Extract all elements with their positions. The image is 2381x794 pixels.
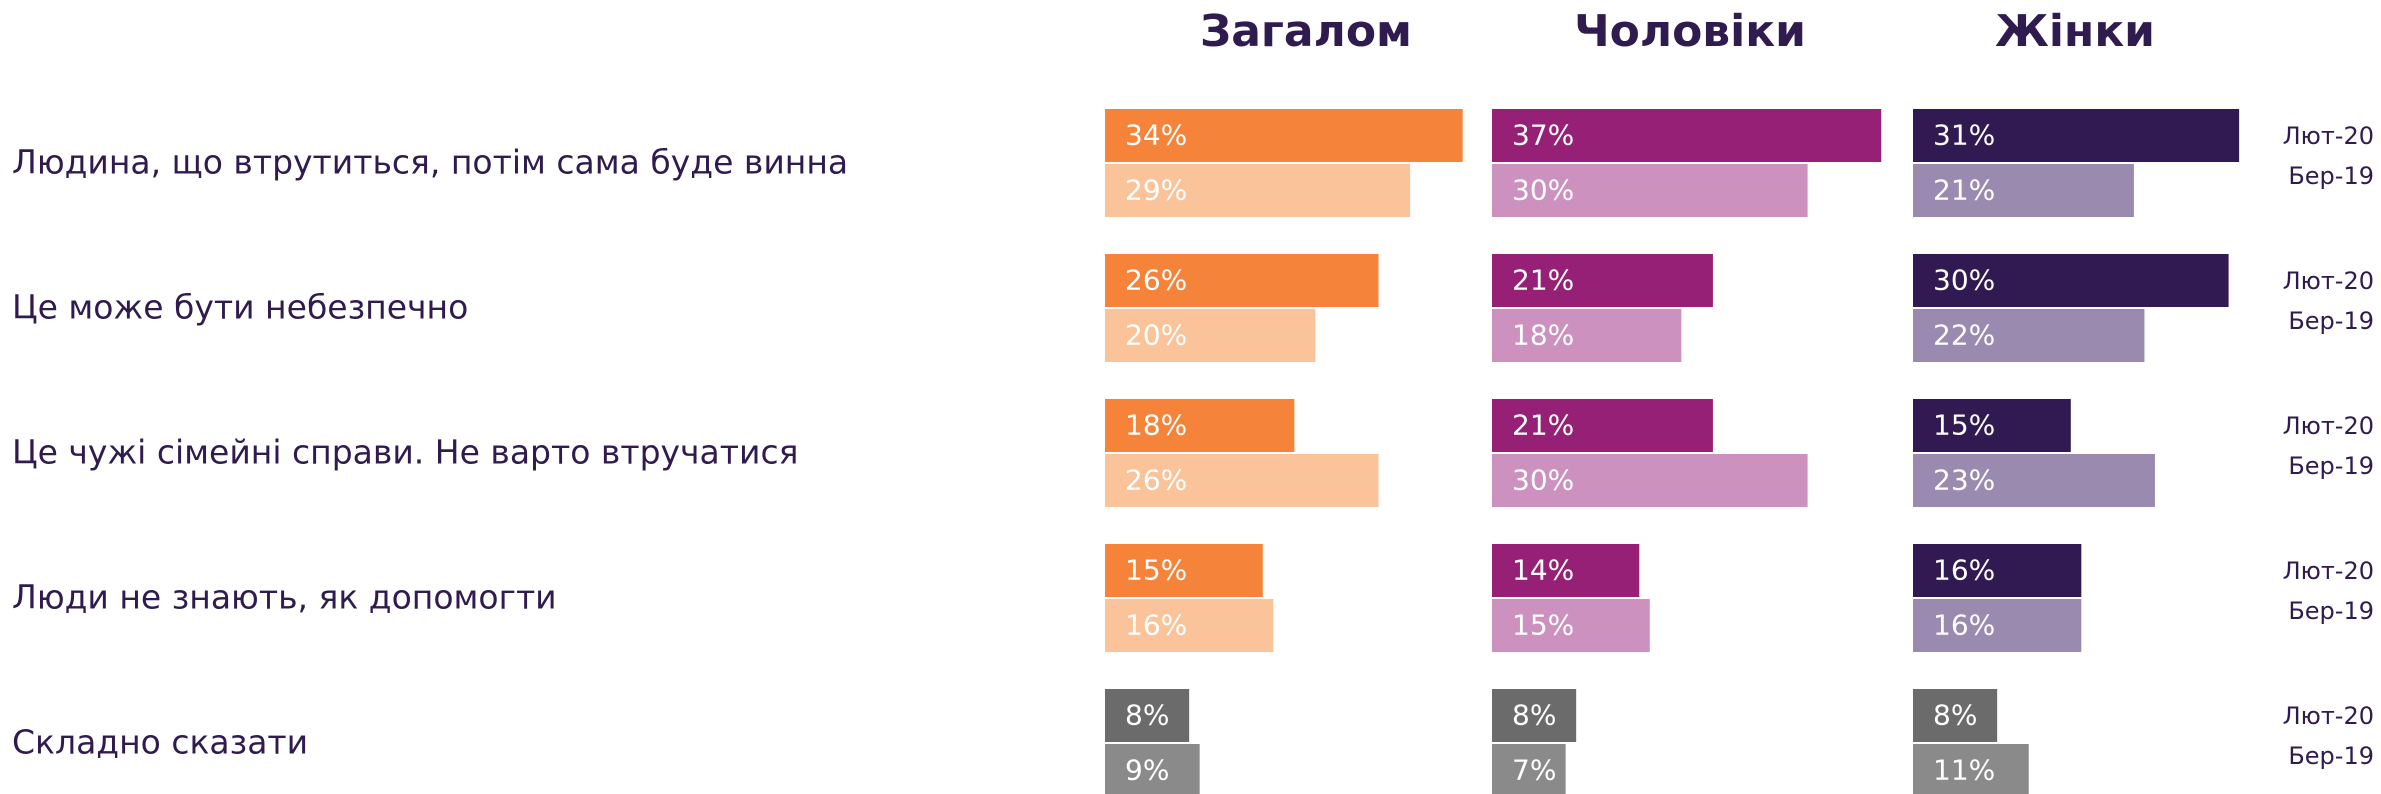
bar [1492,109,1882,162]
value-label: 7% [1512,754,1556,787]
bar [1913,744,2029,794]
bar [1492,399,1713,452]
bar [1105,544,1263,597]
value-label: 20% [1125,319,1187,352]
bar [1913,689,1998,742]
value-label: 18% [1125,409,1187,442]
panel-title: Загалом [1200,6,1412,57]
value-label: 9% [1125,754,1169,787]
value-label: 23% [1933,464,1995,497]
value-label: 37% [1512,119,1574,152]
bar [1105,109,1463,162]
bar [1913,399,2071,452]
value-label: 21% [1512,409,1574,442]
value-label: 21% [1933,174,1995,207]
bar [1105,254,1379,307]
value-label: 11% [1933,754,1995,787]
legend-label: Бер-19 [2288,742,2374,770]
value-label: 26% [1125,464,1187,497]
legend-label: Бер-19 [2288,597,2374,625]
legend-label: Лют-20 [2283,122,2374,150]
bar [1105,454,1379,507]
bar [1913,164,2134,217]
value-label: 8% [1512,699,1556,732]
value-label: 29% [1125,174,1187,207]
value-label: 30% [1512,464,1574,497]
legend-label: Бер-19 [2288,307,2374,335]
legend-label: Бер-19 [2288,162,2374,190]
value-label: 16% [1125,609,1187,642]
value-label: 18% [1512,319,1574,352]
bar [1492,309,1682,362]
bar [1913,599,2082,652]
panel-title: Жінки [1995,6,2155,57]
bar [1105,164,1411,217]
value-label: 15% [1125,554,1187,587]
bar [1913,309,2145,362]
value-label: 15% [1512,609,1574,642]
bar [1492,689,1577,742]
bar [1913,454,2155,507]
value-label: 31% [1933,119,1995,152]
bar [1492,744,1566,794]
bar [1492,454,1808,507]
bar [1492,599,1650,652]
panel-title: Чоловіки [1574,6,1806,57]
bar [1105,399,1295,452]
category-label: Це чужі сімейні справи. Не варто втручат… [12,433,798,472]
value-label: 16% [1933,609,1995,642]
category-label: Люди не знають, як допомогти [12,578,557,617]
legend-label: Лют-20 [2283,557,2374,585]
value-label: 34% [1125,119,1187,152]
bar [1105,689,1190,742]
category-label: Це може бути небезпечно [12,288,468,327]
legend-label: Лют-20 [2283,267,2374,295]
legend-label: Бер-19 [2288,452,2374,480]
bar [1105,599,1274,652]
bar [1913,109,2240,162]
value-label: 22% [1933,319,1995,352]
value-label: 16% [1933,554,1995,587]
value-label: 30% [1933,264,1995,297]
bar [1492,254,1713,307]
value-label: 30% [1512,174,1574,207]
category-label: Людина, що втрутиться, потім сама буде в… [12,143,848,182]
value-label: 21% [1512,264,1574,297]
bar [1913,544,2082,597]
value-label: 8% [1933,699,1977,732]
value-label: 8% [1125,699,1169,732]
bar [1492,164,1808,217]
value-label: 15% [1933,409,1995,442]
bar [1492,544,1640,597]
value-label: 26% [1125,264,1187,297]
category-label: Складно сказати [12,723,308,762]
bar [1105,744,1200,794]
legend-label: Лют-20 [2283,702,2374,730]
bar [1913,254,2229,307]
value-label: 14% [1512,554,1574,587]
bar [1105,309,1316,362]
legend-label: Лют-20 [2283,412,2374,440]
